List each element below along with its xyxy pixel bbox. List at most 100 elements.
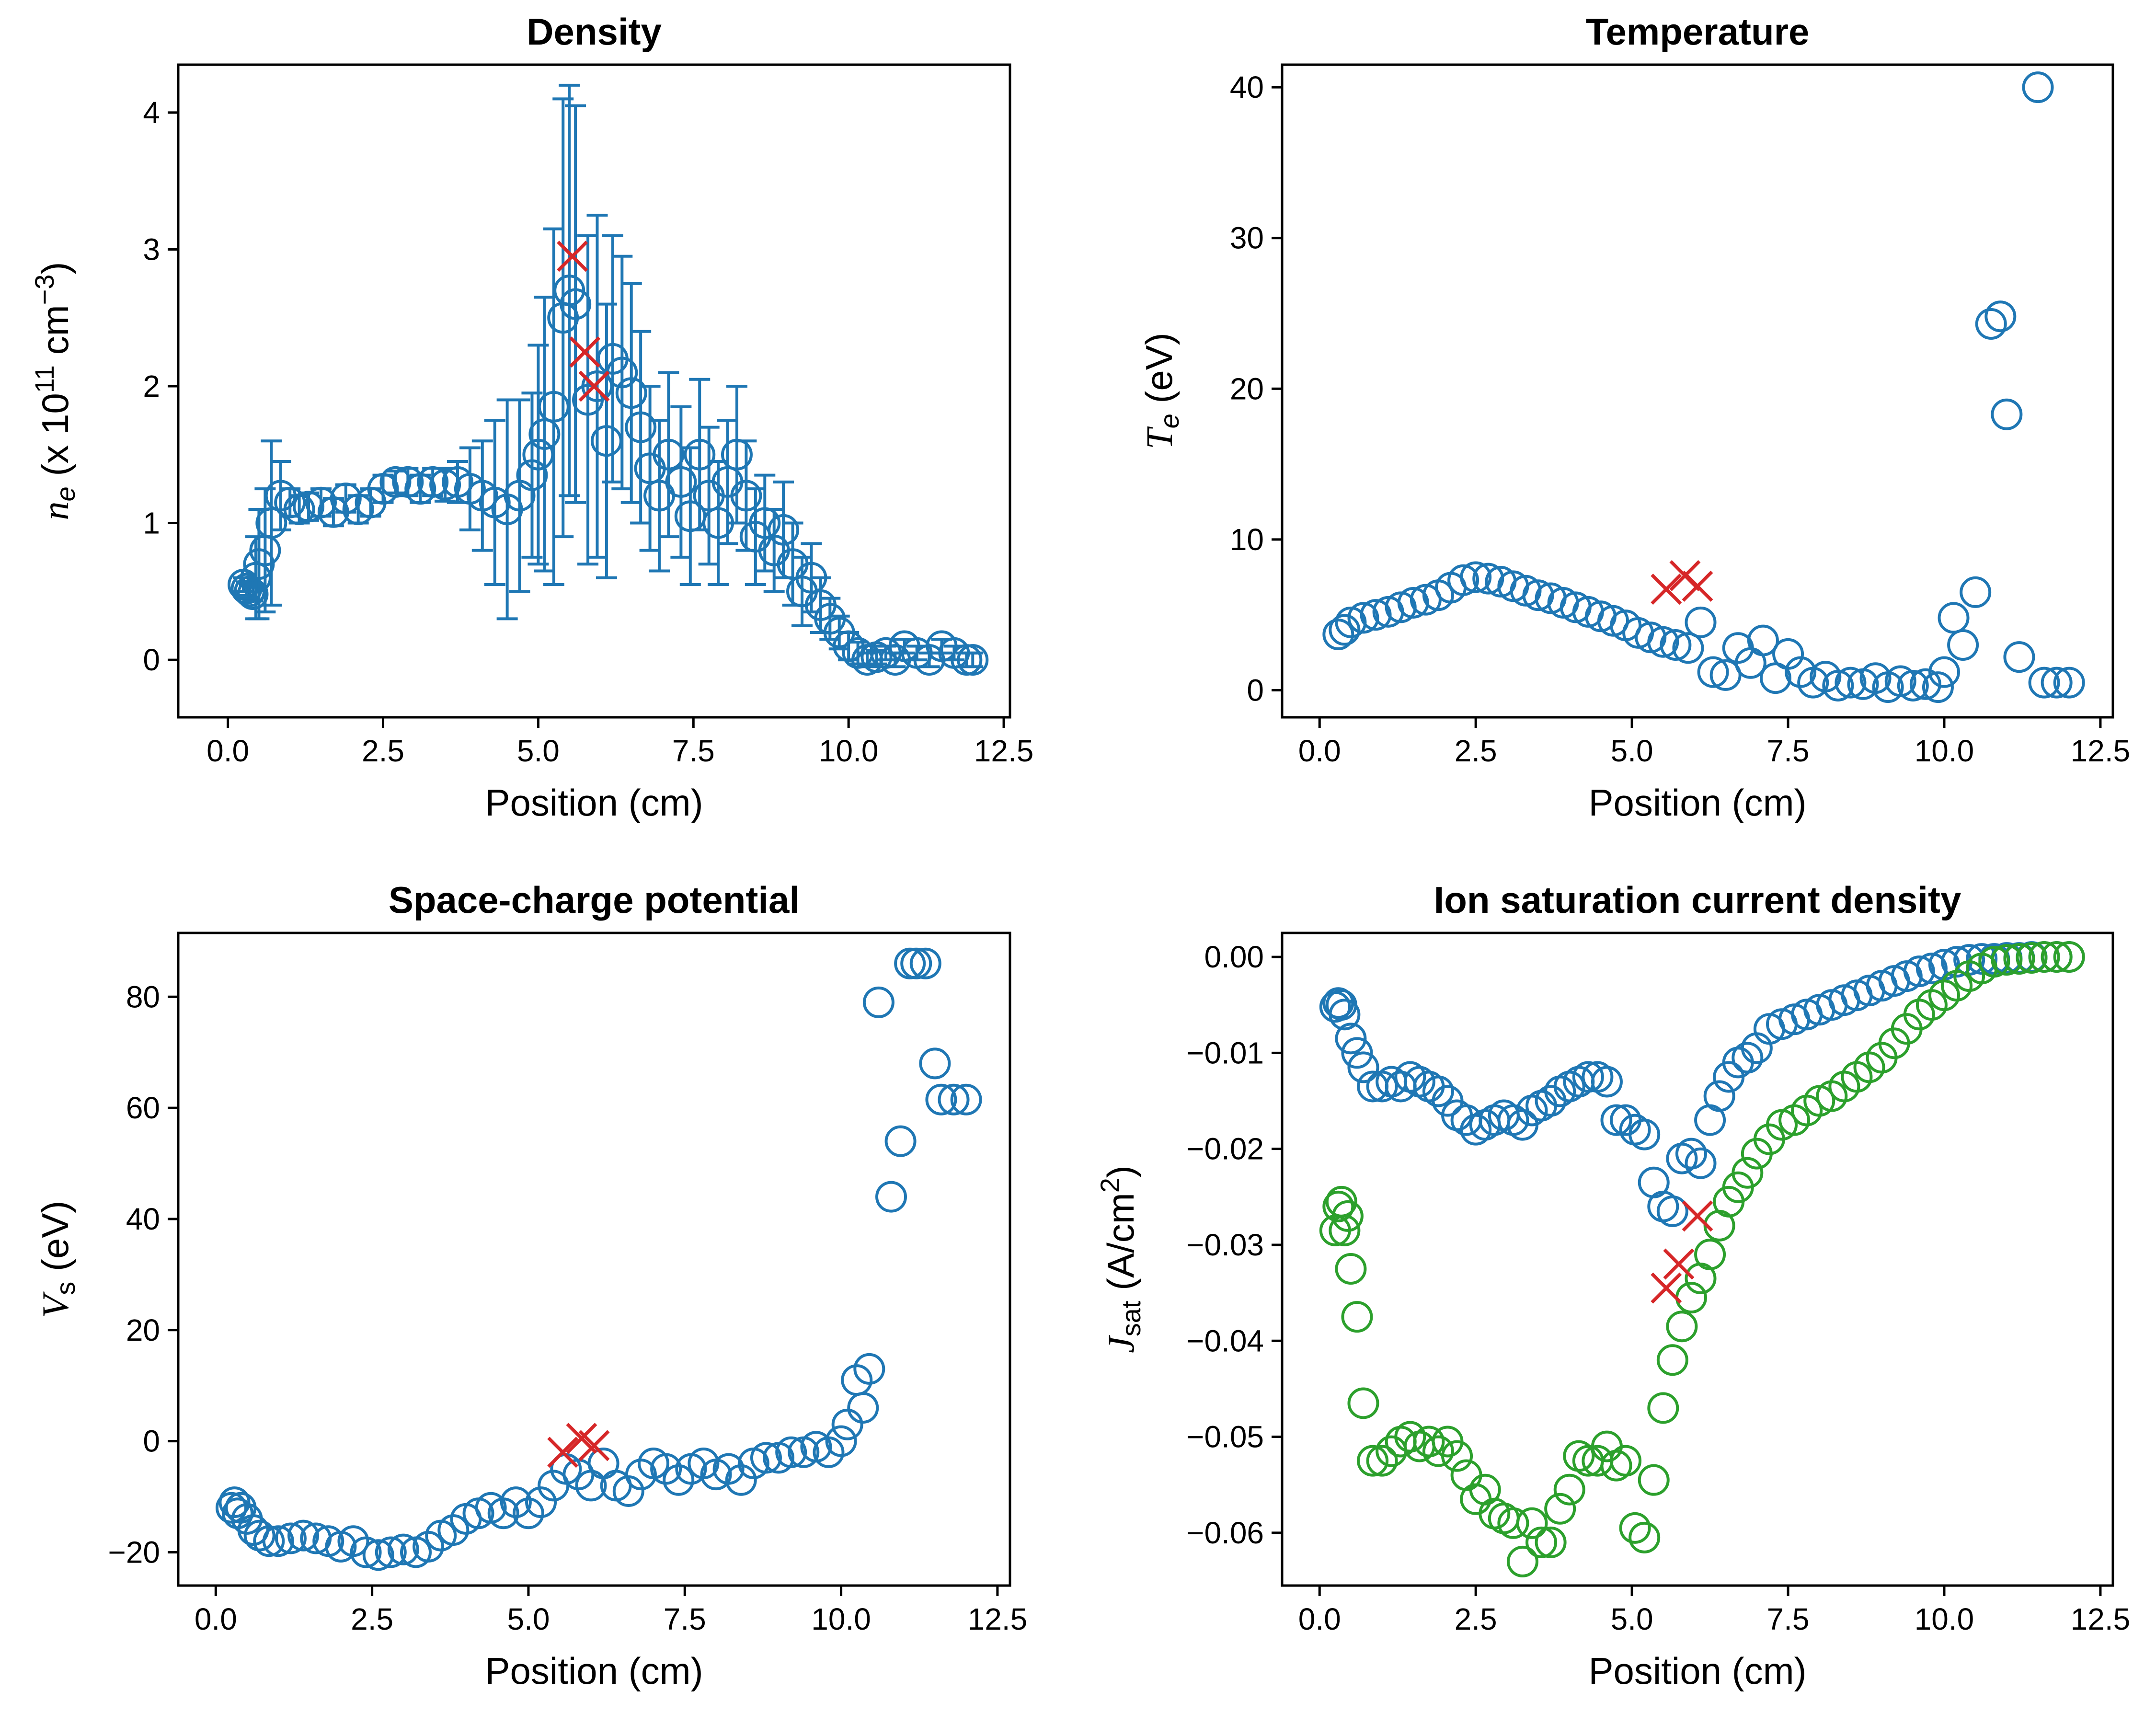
data-point <box>1535 1526 1567 1558</box>
data-point <box>1703 1080 1735 1112</box>
data-point <box>413 1530 445 1563</box>
data-point <box>957 644 989 676</box>
y-tick-label: −0.04 <box>1186 1323 1264 1358</box>
data-point <box>1329 999 1361 1031</box>
data-point <box>1938 602 1970 634</box>
data-point <box>417 466 449 498</box>
data-point <box>1666 1311 1698 1343</box>
data-point <box>1759 662 1791 694</box>
data-point <box>825 1425 857 1457</box>
data-point <box>1610 1445 1642 1477</box>
plot-area <box>228 83 989 676</box>
y-tick-label: −0.05 <box>1186 1420 1264 1454</box>
data-point <box>725 1464 757 1496</box>
data-point <box>750 1442 782 1474</box>
x-tick-label: 10.0 <box>811 1602 871 1636</box>
y-tick-label: 1 <box>143 506 160 540</box>
data-point <box>831 1408 863 1440</box>
data-point <box>625 1459 657 1491</box>
x-axis-label: Position (cm) <box>485 1650 703 1692</box>
y-tick-label: −0.03 <box>1186 1228 1264 1262</box>
axes-frame <box>177 932 1011 1587</box>
data-point <box>900 947 932 979</box>
data-point <box>437 1514 470 1546</box>
x-axis-label: Position (cm) <box>485 782 703 824</box>
outlier-marker <box>1651 574 1682 605</box>
data-point <box>2028 667 2060 699</box>
y-tick-label: 0 <box>143 1424 160 1459</box>
chart-title: Temperature <box>1586 11 1810 53</box>
data-point <box>1897 669 1929 702</box>
data-point <box>1572 1061 1604 1093</box>
data-point <box>1984 300 2017 333</box>
data-point <box>2041 667 2073 699</box>
data-point <box>1709 659 1742 691</box>
data-point <box>1413 1426 1445 1458</box>
data-point <box>2041 941 2073 973</box>
chart-title: Ion saturation current density <box>1434 879 1961 921</box>
data-point <box>813 1436 845 1468</box>
data-point <box>553 275 585 307</box>
x-tick-label: 2.5 <box>1455 734 1497 768</box>
data-point <box>1978 946 2010 978</box>
data-point <box>243 548 275 580</box>
y-axis-label: Vs (eV) <box>34 1201 80 1318</box>
data-point <box>512 1497 544 1530</box>
chart-panel-0: Density 0.0 2.5 5.0 7.5 10.0 12.5 0 1 2 3 4 Position… <box>29 11 1033 824</box>
x-tick-label: 10.0 <box>1915 1602 1974 1636</box>
data-point <box>612 1475 644 1507</box>
y-tick-label: −0.06 <box>1186 1516 1264 1550</box>
data-point <box>1822 669 1854 702</box>
y-axis-label: Jsat (A/cm2) <box>1095 1165 1146 1353</box>
data-point <box>429 469 461 501</box>
data-point <box>243 1519 275 1552</box>
data-point <box>1410 584 1442 616</box>
data-point <box>653 438 685 471</box>
data-point <box>1329 1214 1361 1246</box>
axes-frame <box>1281 63 2114 719</box>
chart-title: Space-charge potential <box>389 879 800 921</box>
data-point <box>1685 606 1717 638</box>
data-point <box>2016 942 2048 974</box>
x-tick-label: 2.5 <box>351 1602 393 1636</box>
x-tick-label: 0.0 <box>206 734 249 768</box>
data-point <box>1422 1075 1454 1107</box>
data-point <box>1675 1138 1707 1170</box>
data-point <box>337 1525 369 1557</box>
data-point <box>516 459 548 491</box>
data-point <box>875 1181 907 1213</box>
y-tick-label: 0.00 <box>1204 940 1264 974</box>
data-point <box>2003 641 2035 673</box>
data-point <box>375 1536 407 1568</box>
y-tick-label: 30 <box>1230 221 1264 255</box>
data-point <box>293 491 325 523</box>
data-point <box>1322 1190 1354 1222</box>
y-tick-label: 0 <box>1247 673 1264 707</box>
x-axis-label: Position (cm) <box>1588 782 1806 824</box>
x-tick-label: 7.5 <box>1767 734 1810 768</box>
data-point <box>1922 671 1954 703</box>
data-point <box>2022 71 2054 104</box>
data-point <box>255 507 287 539</box>
data-point <box>1647 1392 1679 1424</box>
data-point <box>625 411 657 443</box>
data-point <box>1394 1421 1426 1453</box>
outlier-marker <box>547 1437 579 1468</box>
x-tick-label: 10.0 <box>819 734 879 768</box>
data-point <box>1516 1507 1548 1539</box>
data-point <box>768 514 800 546</box>
x-tick-label: 5.0 <box>1611 734 1653 768</box>
data-point <box>1975 308 2007 340</box>
y-tick-label: 60 <box>126 1091 160 1125</box>
data-point <box>1460 561 1492 593</box>
data-point <box>1619 1512 1651 1544</box>
data-point <box>2003 943 2035 975</box>
data-point <box>1732 1157 1764 1189</box>
data-point <box>862 986 895 1018</box>
data-point <box>1685 1147 1717 1179</box>
y-tick-label: 20 <box>1230 371 1264 406</box>
data-point <box>330 483 362 515</box>
data-point <box>274 486 306 518</box>
x-tick-label: 0.0 <box>1298 734 1341 768</box>
